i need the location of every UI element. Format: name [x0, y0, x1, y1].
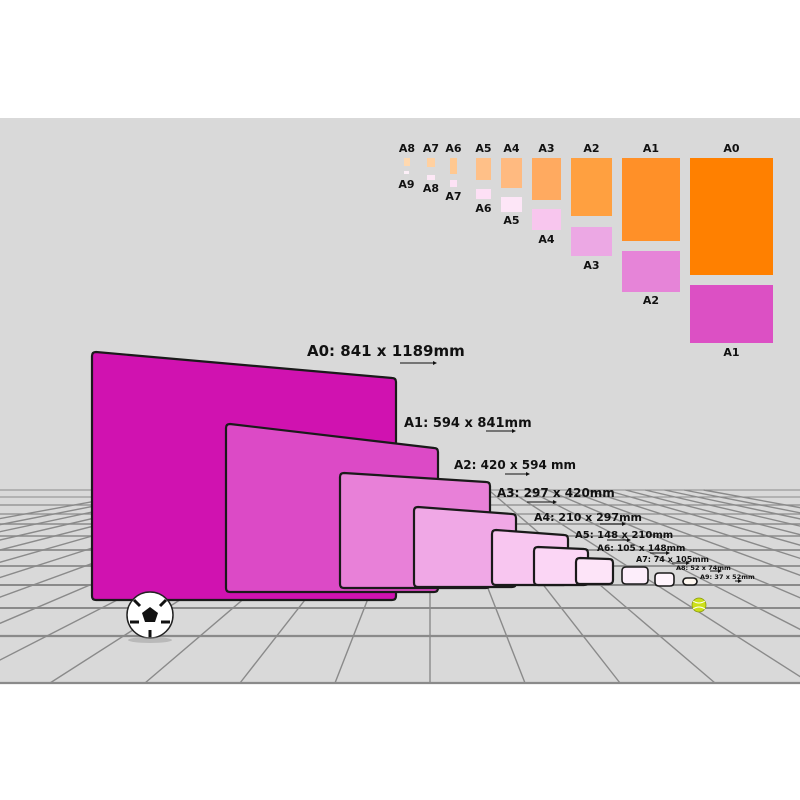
- grid-line: [625, 489, 800, 536]
- arrow-head-icon: [666, 551, 670, 555]
- size-overview-chart: A8 A7 A6 A5 A4 A3 A2 A1 A0 A9 A8 A7 A6 A5 A4 A3 A2 A1: [398, 142, 773, 359]
- arrow-head-icon: [686, 561, 690, 565]
- overview-bottom-label: A6: [475, 202, 492, 215]
- sheet-size-label: A4: 210 x 297mm: [534, 511, 642, 524]
- overview-box-a1: [622, 158, 680, 241]
- sheet-size-label: A3: 297 x 420mm: [497, 486, 615, 500]
- overview-bottom-label: A7: [445, 190, 461, 203]
- arrow-head-icon: [738, 579, 742, 583]
- overview-box-a7: [427, 158, 435, 167]
- grid-line: [488, 489, 716, 684]
- overview-top-label: A1: [643, 142, 659, 155]
- overview-top-label: A8: [399, 142, 415, 155]
- tennis-ball-icon: [691, 597, 707, 613]
- sheet-a8: [654, 572, 675, 587]
- overview-top-label: A2: [583, 142, 599, 155]
- sheet-size-label: A9: 37 x 52mm: [700, 573, 755, 581]
- overview-box-a1: [690, 285, 773, 343]
- sheet-a7: [621, 566, 649, 585]
- grid-line: [605, 489, 800, 546]
- overview-top-label: A0: [723, 142, 740, 155]
- sheet-size-label: A0: 841 x 1189mm: [307, 342, 465, 360]
- overview-box-a5: [501, 197, 522, 212]
- grid-line: [0, 489, 177, 526]
- sheet-size-label: A5: 148 x 210mm: [575, 530, 673, 541]
- overview-box-a9: [404, 171, 409, 174]
- overview-box-a5: [476, 158, 491, 180]
- overview-box-a4: [532, 209, 561, 230]
- overview-box-a7: [450, 180, 457, 187]
- overview-bottom-label: A2: [643, 294, 659, 307]
- sheet-size-label: A7: 74 x 105mm: [636, 555, 709, 564]
- arrow-head-icon: [433, 361, 437, 365]
- grid-line: [644, 489, 800, 527]
- overview-box-a2: [571, 158, 612, 216]
- grid-line: [527, 489, 800, 631]
- grid-line: [547, 489, 800, 599]
- grid-line: [586, 489, 800, 560]
- overview-top-label: A3: [538, 142, 554, 155]
- arrow-head-icon: [622, 522, 626, 526]
- sheet-size-label: A2: 420 x 594 mm: [454, 458, 576, 472]
- arrow-head-icon: [627, 538, 631, 542]
- grid-line: [0, 489, 196, 533]
- overview-bottom-label: A8: [423, 182, 439, 195]
- overview-box-a6: [450, 158, 457, 174]
- arrow-head-icon: [718, 569, 722, 573]
- overview-box-a8: [404, 158, 410, 166]
- overview-top-label: A4: [503, 142, 520, 155]
- overview-top-label: A7: [423, 142, 439, 155]
- overview-box-a6: [476, 189, 491, 199]
- sheet-size-label: A8: 52 x 74mm: [676, 564, 731, 572]
- sheet-comparison: A0: 841 x 1189mm A1: 594 x 841mm A2: 420 x…: [90, 342, 755, 602]
- overview-box-a4: [501, 158, 522, 188]
- sheet-size-label: A6: 105 x 148mm: [597, 544, 685, 554]
- soccer-ball-icon: [126, 591, 174, 643]
- grid-line: [0, 489, 216, 541]
- arrow-head-icon: [526, 472, 530, 476]
- overview-box-a3: [532, 158, 561, 200]
- sheet-a9: [682, 577, 698, 586]
- overview-box-a0: [690, 158, 773, 275]
- grid-line: [566, 489, 800, 576]
- overview-box-a3: [571, 227, 612, 256]
- overview-top-label: A5: [475, 142, 491, 155]
- overview-box-a2: [622, 251, 680, 292]
- sheet-a6: [574, 556, 615, 586]
- arrow-head-icon: [553, 500, 557, 504]
- arrow-head-icon: [512, 429, 516, 433]
- overview-box-a8: [427, 175, 435, 180]
- overview-bottom-label: A1: [723, 346, 739, 359]
- overview-bottom-label: A4: [538, 233, 555, 246]
- overview-bottom-label: A3: [583, 259, 599, 272]
- sheet-size-label: A1: 594 x 841mm: [404, 416, 532, 431]
- overview-top-label: A6: [445, 142, 462, 155]
- overview-bottom-label: A5: [503, 214, 519, 227]
- overview-bottom-label: A9: [398, 178, 414, 191]
